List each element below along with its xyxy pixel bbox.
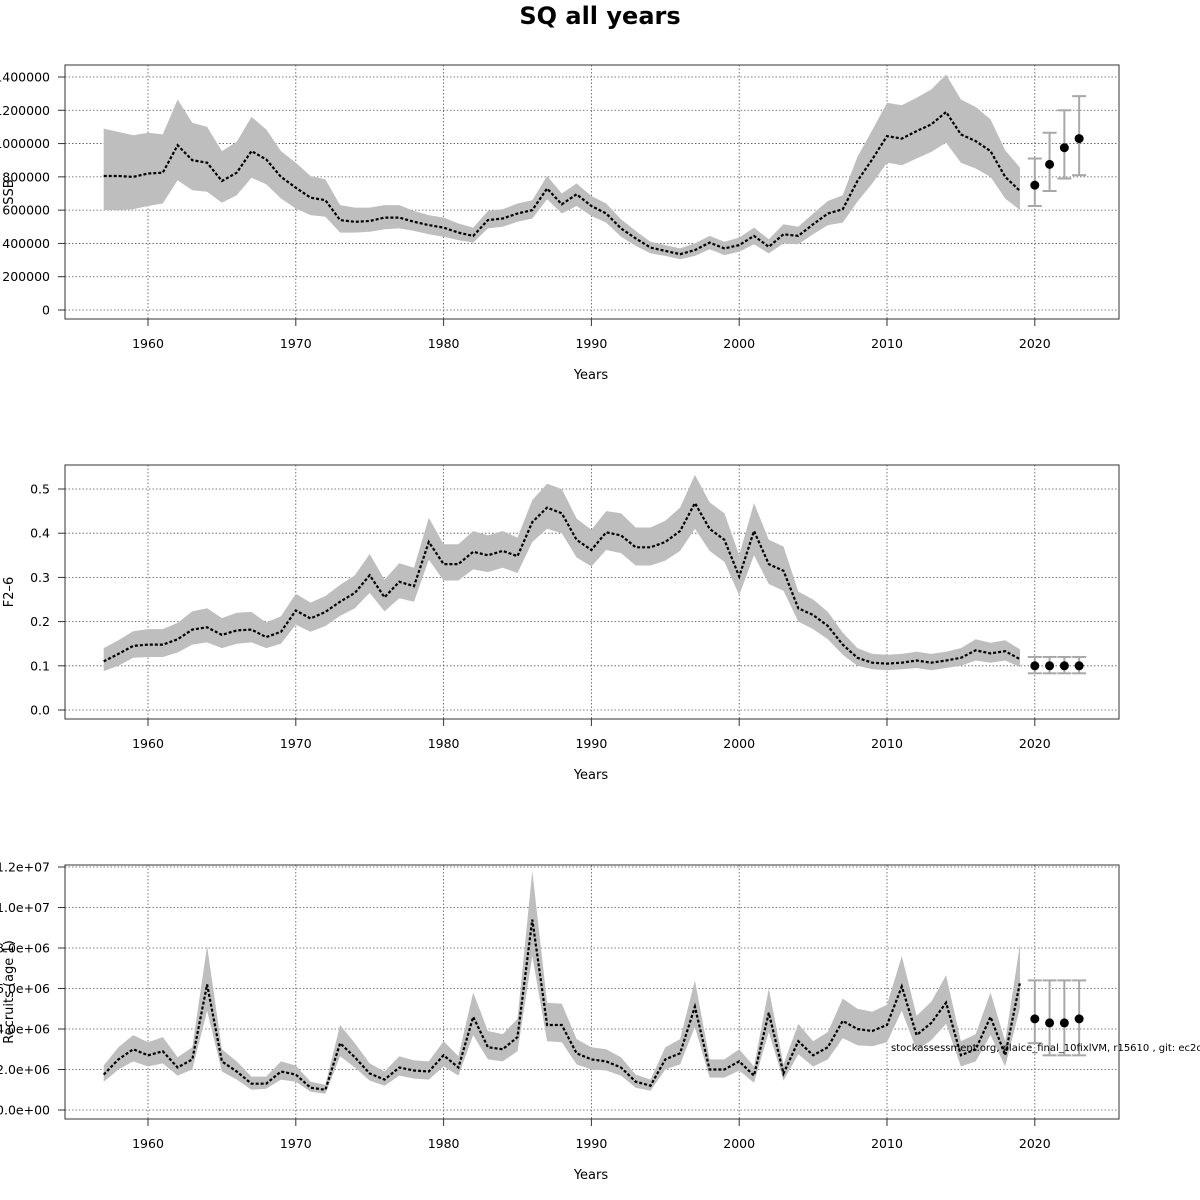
y-tick-label: 0.3: [30, 570, 50, 585]
confidence-band: [103, 74, 1020, 260]
forecast-point: [1059, 1018, 1069, 1028]
x-tick-label: 1970: [280, 336, 312, 351]
x-tick-label: 1980: [428, 736, 460, 751]
x-tick-label: 1990: [575, 336, 607, 351]
y-tick-label: 6.0e+06: [0, 981, 50, 996]
y-tick-label: 600000: [2, 203, 50, 218]
x-tick-label: 1970: [280, 1136, 312, 1151]
y-tick-label: 0.0: [30, 703, 50, 718]
forecast-point: [1045, 661, 1055, 671]
y-axis-label: Recruits (age 1): [2, 940, 17, 1044]
panel-ssb: 1960 1970 1980 1990 2000 2010 2020 0 200000 40000…: [0, 64, 1120, 383]
x-axis-label: Years: [573, 768, 609, 783]
x-tick-label: 2020: [1019, 336, 1051, 351]
x-tick-label: 1990: [575, 1136, 607, 1151]
confidence-band: [103, 474, 1020, 672]
chart-title: SQ all years: [519, 2, 680, 30]
y-tick-label: 800000: [2, 169, 50, 184]
estimate-line: [103, 500, 1021, 665]
x-tick-label: 1960: [132, 736, 164, 751]
forecast-point: [1030, 1014, 1040, 1024]
x-tick-label: 1960: [132, 1136, 164, 1151]
plot-frame: [64, 464, 1120, 720]
forecast-point: [1030, 661, 1040, 671]
forecast-point: [1074, 134, 1084, 144]
y-tick-label: 0: [42, 303, 50, 318]
x-axis-label: Years: [573, 1168, 609, 1183]
estimate-line: [102, 919, 1022, 1092]
x-tick-label: 2010: [871, 736, 903, 751]
y-tick-label: 200000: [2, 269, 50, 284]
forecast-point: [1045, 159, 1055, 169]
x-tick-label: 2000: [723, 736, 755, 751]
x-tick-label: 1990: [575, 736, 607, 751]
forecast-point: [1059, 143, 1069, 153]
x-tick-label: 2020: [1019, 736, 1051, 751]
y-tick-label: 1.0e+07: [0, 900, 50, 915]
x-tick-label: 1970: [280, 736, 312, 751]
y-tick-label: 0.5: [30, 482, 50, 497]
y-tick-label: 1000000: [0, 136, 50, 151]
x-tick-label: 1980: [428, 1136, 460, 1151]
x-tick-label: 2010: [871, 1136, 903, 1151]
x-tick-label: 2000: [723, 1136, 755, 1151]
panel-f: 1960 1970 1980 1990 2000 2010 2020 0.0 0.1 0.2 0.3…: [2, 464, 1120, 783]
y-tick-label: 4.0e+06: [0, 1022, 50, 1037]
y-tick-label: 0.0e+00: [0, 1103, 50, 1118]
forecast-point: [1030, 180, 1040, 190]
y-tick-label: 8.0e+06: [0, 941, 50, 956]
x-tick-label: 2010: [871, 336, 903, 351]
x-tick-label: 1980: [428, 336, 460, 351]
y-tick-label: 400000: [2, 236, 50, 251]
estimate-line: [103, 110, 1021, 256]
y-tick-label: 0.1: [30, 658, 50, 673]
plot-frame: [64, 64, 1120, 320]
x-tick-label: 2000: [723, 336, 755, 351]
y-tick-label: 1.2e+07: [0, 860, 50, 875]
y-axis-label: F2–6: [2, 577, 17, 608]
y-tick-label: 0.2: [30, 614, 50, 629]
forecast-point: [1045, 1018, 1055, 1028]
panel-recruits: 1960 1970 1980 1990 2000 2010 2020 0.0e+00 2.0e+…: [0, 860, 1120, 1183]
y-tick-label: 0.4: [30, 526, 50, 541]
forecast-point: [1074, 1014, 1084, 1024]
y-tick-label: 2.0e+06: [0, 1062, 50, 1077]
y-tick-label: 1400000: [0, 70, 50, 85]
plot-frame: [64, 864, 1120, 1120]
x-axis-label: Years: [573, 368, 609, 383]
footer-credit: stockassessment.org, plaice_final_10fixl…: [891, 1043, 1200, 1054]
y-tick-label: 1200000: [0, 103, 50, 118]
confidence-band: [103, 871, 1020, 1094]
y-axis-label: SSB: [2, 179, 17, 204]
x-tick-label: 1960: [132, 336, 164, 351]
forecast-point: [1074, 661, 1084, 671]
forecast-point: [1059, 661, 1069, 671]
x-tick-label: 2020: [1019, 1136, 1051, 1151]
